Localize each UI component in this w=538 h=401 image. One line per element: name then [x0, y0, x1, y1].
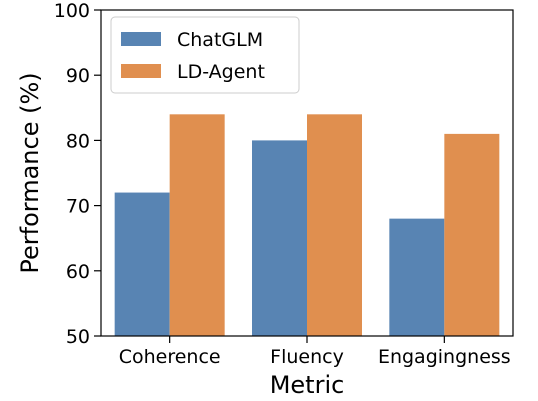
legend: ChatGLM LD-Agent [110, 16, 300, 94]
y-axis-label: Performance (%) [16, 72, 44, 273]
bar-chatglm-engagingness [389, 218, 445, 336]
y-tick-label: 50 [66, 326, 90, 348]
bars-group [114, 114, 500, 336]
x-axis: Coherence Fluency Engagingness [119, 336, 511, 368]
bar-chatglm-coherence [114, 192, 170, 336]
x-tick-label-fluency: Fluency [270, 346, 344, 368]
y-axis: 50 60 70 80 90 100 [54, 0, 101, 348]
legend-swatch-chatglm [121, 32, 161, 46]
x-tick-label-engagingness: Engagingness [378, 346, 511, 368]
y-tick-label: 100 [54, 0, 90, 22]
y-tick-label: 80 [66, 130, 90, 152]
bar-chatglm-fluency [252, 140, 307, 336]
legend-swatch-ld-agent [121, 64, 161, 78]
y-tick-label: 90 [66, 65, 90, 87]
bar-ld-agent-fluency [307, 114, 362, 336]
bar-ld-agent-coherence [169, 114, 225, 336]
y-tick-label: 60 [66, 261, 90, 283]
x-axis-label: Metric [270, 371, 345, 399]
x-tick-label-coherence: Coherence [119, 346, 221, 368]
legend-label-ld-agent: LD-Agent [177, 61, 265, 83]
bar-ld-agent-engagingness [444, 133, 500, 336]
legend-label-chatglm: ChatGLM [177, 29, 263, 51]
y-tick-label: 70 [66, 196, 90, 218]
